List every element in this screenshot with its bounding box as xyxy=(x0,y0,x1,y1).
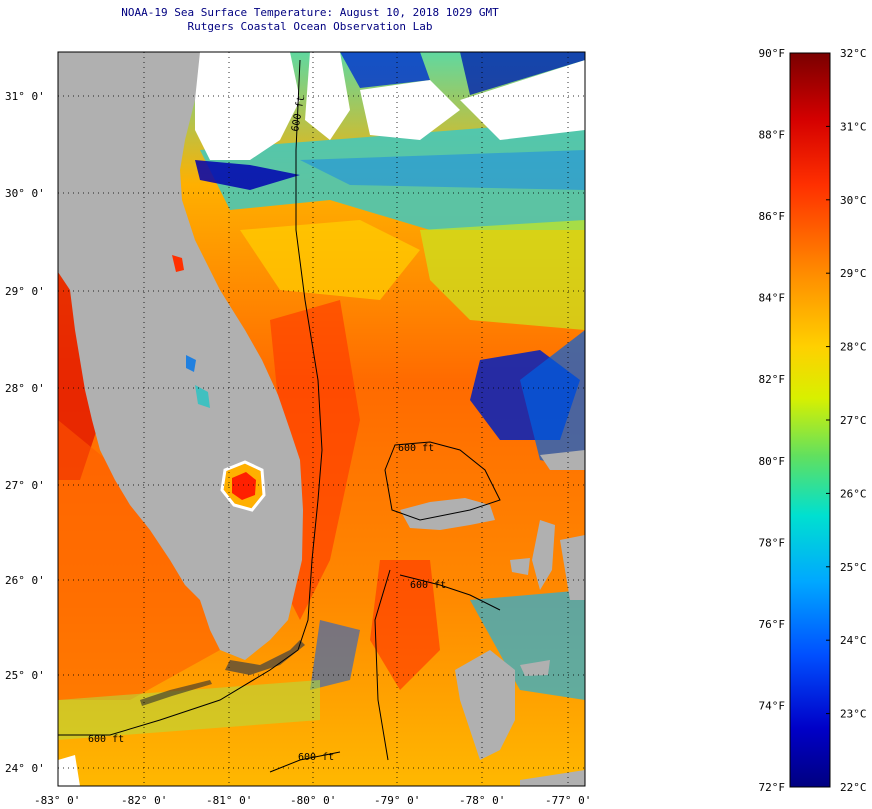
colorbar-f-label: 84°F xyxy=(759,292,786,305)
colorbar-c-label: 27°C xyxy=(840,414,867,427)
lat-label: 26° 0' xyxy=(5,574,45,587)
colorbar-f-label: 88°F xyxy=(759,129,786,142)
lat-label: 27° 0' xyxy=(5,479,45,492)
map-subtitle: Rutgers Coastal Ocean Observation Lab xyxy=(187,20,433,33)
colorbar-c-label: 31°C xyxy=(840,120,867,133)
lat-label: 28° 0' xyxy=(5,382,45,395)
colorbar-labels: 90°F 88°F 86°F 84°F 82°F 80°F 78°F 76°F 74°F 72°F… xyxy=(759,47,867,794)
colorbar-c-label: 26°C xyxy=(840,487,867,500)
colorbar-c-label: 25°C xyxy=(840,561,867,574)
lon-label: -78° 0' xyxy=(459,794,505,807)
lon-label: -83° 0' xyxy=(34,794,80,807)
colorbar-f-label: 72°F xyxy=(759,781,786,794)
colorbar-f-label: 90°F xyxy=(759,47,786,60)
colorbar-c-label: 29°C xyxy=(840,267,867,280)
colorbar-f-label: 74°F xyxy=(759,699,786,712)
colorbar-f-label: 86°F xyxy=(759,210,786,223)
contour-label: 600 ft xyxy=(88,734,124,745)
contour-600ft-bahamas-n xyxy=(384,441,501,521)
colorbar-c-label: 32°C xyxy=(840,47,867,60)
colorbar-c-label: 30°C xyxy=(840,194,867,207)
map-title: NOAA-19 Sea Surface Temperature: August … xyxy=(121,6,499,19)
lon-label: -81° 0' xyxy=(206,794,252,807)
colorbar-f-label: 78°F xyxy=(759,536,786,549)
lat-label: 24° 0' xyxy=(5,762,45,775)
colorbar xyxy=(789,52,831,788)
colorbar-f-label: 76°F xyxy=(759,618,786,631)
lon-label: -82° 0' xyxy=(121,794,167,807)
colorbar-ticks xyxy=(826,52,830,788)
colorbar-c-label: 23°C xyxy=(840,708,867,721)
colorbar-c-label: 28°C xyxy=(840,341,867,354)
colorbar-f-label: 80°F xyxy=(759,455,786,468)
contour-600ft-bahamas-s xyxy=(374,569,391,761)
colorbar-c-label: 22°C xyxy=(840,781,867,794)
lon-label: -77° 0' xyxy=(545,794,591,807)
lon-label: -80° 0' xyxy=(290,794,336,807)
colorbar-c-label: 24°C xyxy=(840,634,867,647)
andros xyxy=(455,650,515,760)
lat-label: 31° 0' xyxy=(5,90,45,103)
contour-label: 600 ft xyxy=(410,580,446,591)
contour-600ft-east-fl xyxy=(58,59,323,736)
map-frame xyxy=(57,51,586,787)
lat-label: 25° 0' xyxy=(5,669,45,682)
map-field xyxy=(58,52,585,786)
lon-label: -79° 0' xyxy=(374,794,420,807)
contour-label: 600 ft xyxy=(298,752,334,763)
colorbar-f-label: 82°F xyxy=(759,373,786,386)
lat-label: 29° 0' xyxy=(5,285,45,298)
contour-label: 600 ft xyxy=(398,443,434,454)
lat-label: 30° 0' xyxy=(5,187,45,200)
